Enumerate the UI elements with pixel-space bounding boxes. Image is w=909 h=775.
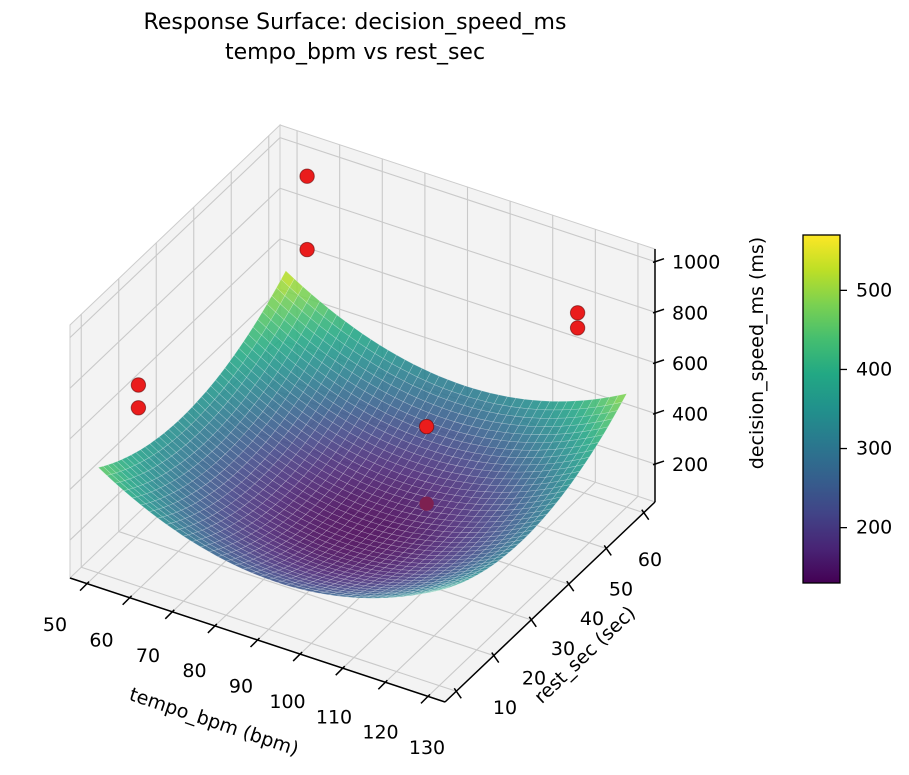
y-tick-label: 40 bbox=[580, 608, 604, 630]
x-tick-label: 60 bbox=[89, 629, 113, 651]
y-tick-mark bbox=[603, 545, 612, 556]
z-tick-mark bbox=[652, 460, 665, 466]
x-tick-label: 90 bbox=[229, 676, 253, 698]
colorbar-tick-label: 500 bbox=[856, 279, 892, 301]
y-tick-mark bbox=[491, 652, 500, 664]
surface-quad bbox=[533, 514, 548, 522]
grid-floor-t bbox=[427, 495, 639, 697]
y-tick-label: 60 bbox=[638, 549, 662, 571]
y-tick-mark bbox=[566, 580, 575, 592]
chart-title-line1: Response Surface: decision_speed_ms bbox=[143, 10, 567, 35]
x-tick-mark bbox=[249, 637, 261, 648]
z-tick-label: 1000 bbox=[672, 252, 720, 274]
y-axis-spine bbox=[444, 501, 656, 703]
grid-rightwall-h bbox=[279, 137, 656, 263]
scatter-point bbox=[299, 168, 315, 184]
z-tick-label: 800 bbox=[672, 302, 708, 324]
x-tick-label: 100 bbox=[269, 691, 305, 713]
surface-quad bbox=[524, 524, 538, 533]
x-tick-mark bbox=[122, 595, 133, 606]
x-tick-label: 110 bbox=[316, 706, 352, 728]
chart-title: Response Surface: decision_speed_ms temp… bbox=[0, 8, 710, 68]
y-tick-label: 50 bbox=[609, 579, 633, 601]
surface-quad bbox=[575, 456, 590, 467]
scatter-point bbox=[418, 418, 435, 435]
x-tick-label: 120 bbox=[362, 722, 398, 744]
surface-quad bbox=[514, 534, 529, 542]
tick-labels: 5060708090100110120130102030405060200400… bbox=[43, 252, 720, 759]
x-tick-label: 130 bbox=[409, 737, 445, 759]
y-tick-label: 10 bbox=[493, 697, 517, 719]
surface-quad bbox=[528, 519, 543, 528]
x-tick-label: 50 bbox=[43, 614, 67, 636]
surface-mesh bbox=[98, 270, 627, 599]
grid-floor-r bbox=[81, 566, 457, 692]
colorbar-tick-label: 400 bbox=[856, 358, 892, 380]
grid-leftwall-h bbox=[69, 238, 281, 440]
z-tick-label: 600 bbox=[672, 353, 708, 375]
z-tick-label: 400 bbox=[672, 403, 708, 425]
surface-quad bbox=[458, 577, 473, 583]
grid-floor-r bbox=[118, 531, 494, 657]
x-tick-label: 70 bbox=[136, 645, 160, 667]
z-tick-mark bbox=[652, 308, 665, 314]
scatter-points bbox=[130, 168, 586, 511]
y-tick-label: 20 bbox=[522, 667, 546, 689]
z-tick-mark bbox=[652, 409, 665, 415]
y-tick-label: 30 bbox=[551, 638, 575, 660]
y-tick-mark bbox=[528, 616, 537, 628]
surface-quad bbox=[439, 585, 454, 590]
x-tick-label: 80 bbox=[182, 660, 206, 682]
grid-rightwall-h bbox=[279, 238, 656, 364]
y-tick-mark bbox=[641, 509, 650, 521]
scatter-point bbox=[299, 241, 315, 258]
colorbar-tick-label: 200 bbox=[856, 517, 892, 539]
surface-quad bbox=[491, 555, 506, 562]
surface-quad bbox=[467, 572, 482, 578]
scatter-point bbox=[130, 400, 147, 416]
grid-rightwall-h bbox=[279, 288, 656, 414]
y-tick-mark bbox=[453, 687, 462, 699]
grid-floor-t bbox=[384, 481, 596, 683]
grid-leftwall-h bbox=[69, 187, 281, 389]
colorbar-tick-label: 300 bbox=[856, 438, 892, 460]
surface-quad bbox=[453, 579, 468, 585]
axis-spines bbox=[69, 249, 665, 704]
x-tick-mark bbox=[292, 651, 303, 662]
surface-quad bbox=[486, 559, 501, 566]
z-tick-mark bbox=[652, 257, 665, 264]
x-tick-mark bbox=[164, 609, 175, 620]
surface-quad bbox=[430, 588, 445, 593]
grid-leftwall-h bbox=[69, 137, 281, 339]
scatter-point bbox=[130, 377, 147, 393]
colorbar-gradient bbox=[803, 235, 840, 583]
z-tick-mark bbox=[652, 359, 665, 365]
z-tick-label: 200 bbox=[672, 454, 708, 476]
chart-title-line2: tempo_bpm vs rest_sec bbox=[224, 40, 486, 65]
colorbar-border bbox=[802, 234, 841, 584]
scatter-point-occluded bbox=[419, 496, 434, 511]
surface-quad bbox=[556, 484, 571, 493]
x-tick-mark bbox=[207, 623, 218, 634]
grid-rightwall-h bbox=[279, 187, 656, 313]
colorbar: 200 300 400 500 bbox=[802, 234, 892, 584]
scatter-point bbox=[569, 320, 586, 336]
z-axis-label: decision_speed_ms (ms) bbox=[746, 236, 768, 470]
surface-quad bbox=[519, 529, 534, 537]
grid-leftwall-h bbox=[69, 289, 281, 490]
x-tick-mark bbox=[377, 679, 388, 690]
x-tick-mark bbox=[420, 693, 431, 704]
x-tick-mark bbox=[79, 581, 90, 592]
scatter-point bbox=[569, 305, 586, 321]
x-tick-mark bbox=[335, 665, 346, 676]
